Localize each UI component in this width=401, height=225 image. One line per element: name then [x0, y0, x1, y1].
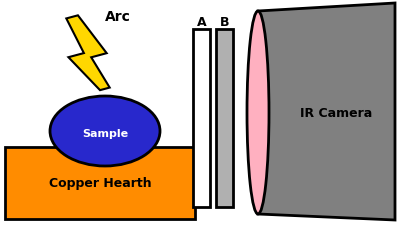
Text: IR Camera: IR Camera	[300, 106, 373, 119]
Bar	[193, 30, 210, 207]
Text: Copper Hearth: Copper Hearth	[49, 177, 151, 190]
Polygon shape	[66, 16, 110, 91]
Text: A: A	[196, 16, 206, 28]
Bar	[216, 30, 233, 207]
Bar	[5, 147, 195, 219]
Text: Arc: Arc	[105, 10, 131, 24]
Ellipse shape	[50, 97, 160, 166]
Ellipse shape	[247, 12, 269, 214]
Text: Sample: Sample	[82, 128, 128, 138]
Text: B: B	[220, 16, 229, 28]
Polygon shape	[258, 4, 395, 220]
